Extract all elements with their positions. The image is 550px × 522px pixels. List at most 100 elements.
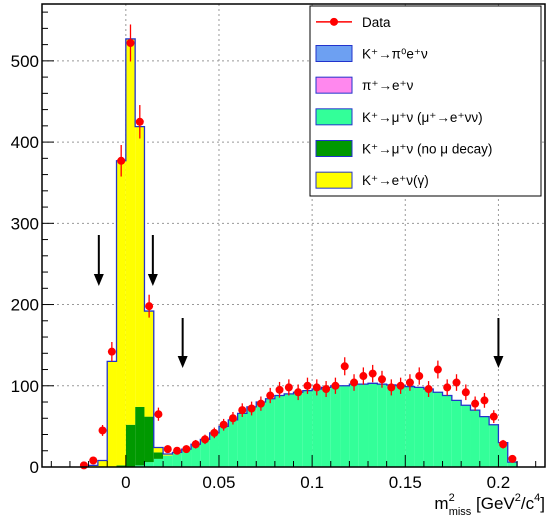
bar-segment — [144, 462, 154, 467]
data-point — [508, 454, 517, 463]
x-title-sub: miss — [449, 506, 472, 518]
x-tick-label: 0.15 — [389, 473, 422, 492]
data-point — [266, 391, 275, 400]
legend-label: K⁺→μ⁺ν (μ⁺→e⁺νν) — [362, 110, 483, 125]
bar-segment — [312, 389, 322, 467]
data-point — [98, 426, 107, 435]
data-point — [247, 404, 256, 413]
bar-segment — [153, 452, 164, 459]
bar-segment — [135, 465, 145, 467]
bar-segment — [377, 384, 387, 467]
bar-segment — [209, 432, 219, 467]
x-tick-label: 0.05 — [202, 473, 235, 492]
data-point — [461, 388, 470, 397]
bar-segment — [442, 395, 452, 467]
data-point — [489, 412, 498, 421]
y-tick-label: 200 — [11, 296, 39, 315]
data-point — [284, 383, 293, 392]
data-point — [126, 38, 135, 47]
legend-label: Data — [362, 15, 391, 30]
data-point — [424, 385, 433, 394]
bar-segment — [153, 458, 164, 467]
data-point — [387, 383, 396, 392]
data-point — [79, 461, 88, 470]
data-point — [377, 375, 386, 384]
data-point — [443, 383, 452, 392]
y-tick-label: 100 — [11, 377, 39, 396]
y-tick-label: 300 — [11, 214, 39, 233]
bar-segment — [88, 465, 98, 467]
bar-segment — [191, 444, 201, 467]
data-point — [107, 347, 116, 356]
data-point — [480, 396, 489, 405]
data-point — [452, 378, 461, 387]
x-title-unit-sup2: 4 — [534, 492, 540, 504]
data-point — [256, 399, 265, 408]
bar-segment — [97, 460, 108, 467]
data-point — [275, 385, 284, 394]
histogram-stack — [87, 38, 518, 467]
bar-segment — [451, 400, 462, 467]
legend-box — [309, 5, 542, 197]
data-points — [79, 24, 517, 470]
data-point — [163, 445, 172, 454]
bar-segment — [293, 392, 303, 467]
x-tick-label: 0.2 — [487, 473, 511, 492]
legend-label: K⁺→μ⁺ν (no μ decay) — [362, 142, 492, 157]
bar-segment — [470, 410, 480, 467]
cut-arrows — [93, 235, 504, 368]
bar-segment — [386, 384, 396, 467]
bar-segment — [265, 398, 275, 467]
legend-swatch — [315, 76, 353, 94]
bar-segment — [368, 383, 378, 467]
x-title-unit-end: ] — [540, 494, 545, 513]
bar-segment — [116, 160, 126, 466]
data-point — [228, 414, 237, 423]
legend-swatch — [315, 140, 353, 157]
data-point — [173, 446, 182, 455]
bar-segment — [237, 413, 247, 467]
data-point — [499, 440, 508, 449]
bar-segment — [135, 126, 145, 407]
bar-segment — [246, 406, 257, 467]
cut-arrow-head — [147, 274, 158, 286]
bar-segment — [423, 389, 434, 467]
bar-segment — [163, 455, 173, 467]
bar-segment — [284, 393, 294, 467]
legend-swatch — [315, 45, 353, 62]
bar-segment — [489, 424, 499, 467]
data-point — [331, 381, 340, 390]
data-point — [210, 428, 219, 437]
bar-segment — [144, 416, 154, 463]
legend: Data K⁺→π⁰e⁺ν π⁺→e⁺ν K⁺→μ⁺ν (μ⁺→e⁺νν) K⁺→μ⁺ν… — [309, 5, 542, 197]
bar-segment — [330, 385, 341, 467]
cut-arrow-head — [93, 274, 104, 286]
bar-segment — [395, 385, 406, 467]
data-point — [201, 435, 210, 444]
bar-segment — [479, 416, 490, 467]
data-point — [219, 420, 228, 429]
bar-segment — [507, 462, 518, 467]
axes: 0 0.05 0.1 0.15 0.2 0 100 200 300 400 500 — [11, 11, 537, 492]
bar-segment — [414, 387, 424, 467]
bar-segment — [218, 426, 229, 467]
data-point — [415, 372, 424, 381]
bar-segment — [349, 384, 359, 467]
data-point — [350, 378, 359, 387]
bar-segment — [153, 447, 164, 453]
data-point — [396, 381, 405, 390]
data-point — [340, 362, 349, 371]
data-point — [471, 399, 480, 408]
bar-segment — [256, 402, 266, 467]
data-point — [312, 383, 321, 392]
legend-swatch — [315, 108, 353, 126]
y-tick-label: 0 — [30, 458, 39, 477]
bar-segment — [433, 392, 443, 467]
x-axis-title: m2 miss [GeV2/c4] — [434, 492, 545, 518]
data-point — [322, 385, 331, 394]
legend-data-marker — [330, 17, 338, 26]
bar-segment — [116, 465, 126, 467]
bar-segment — [163, 454, 173, 456]
x-tick-label: 0.1 — [300, 473, 324, 492]
